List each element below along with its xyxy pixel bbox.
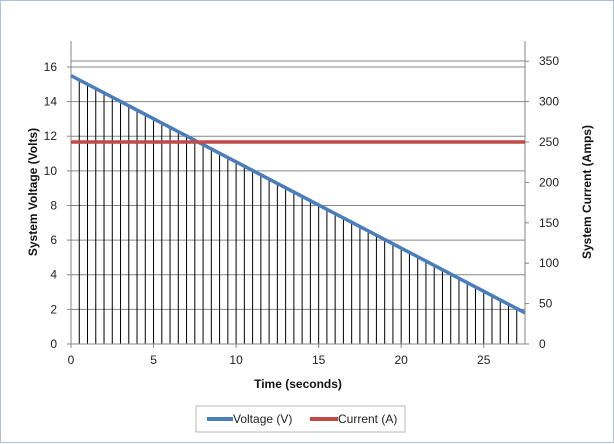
legend-current-label: Current (A): [338, 412, 397, 426]
gridlines: [71, 60, 525, 310]
y-tick-label: 10: [44, 164, 58, 178]
y2-tick-label: 250: [539, 135, 559, 149]
y2-tick-label: 350: [539, 54, 559, 68]
y-tick-label: 0: [50, 337, 57, 351]
y-tick-label: 8: [50, 198, 57, 212]
x-tick-labels: 0 5 10 15 20 25: [68, 344, 491, 367]
y-tick-label: 12: [44, 129, 58, 143]
y-axis-left-title: System Voltage (Volts): [26, 128, 40, 256]
x-tick-label: 20: [395, 353, 409, 367]
y-tick-label: 6: [50, 233, 57, 247]
y-tick-label: 2: [50, 302, 57, 316]
y-axis-right-title: System Current (Amps): [580, 125, 594, 259]
series-layer: [70, 74, 526, 315]
drop-lines: [70, 75, 526, 344]
y2-tick-label: 0: [539, 337, 546, 351]
y-tick-labels: 0 2 4 6 8 10 12 14 16: [44, 60, 71, 351]
y-tick-label: 4: [50, 268, 57, 282]
y2-tick-label: 300: [539, 95, 559, 109]
y-tick-label: 14: [44, 95, 58, 109]
axes: [70, 41, 526, 345]
y2-tick-label: 200: [539, 175, 559, 189]
legend-box: [195, 405, 406, 433]
y2-tick-label: 150: [539, 216, 559, 230]
x-tick-label: 10: [229, 353, 243, 367]
x-tick-label: 5: [150, 353, 157, 367]
x-axis-title: Time (seconds): [254, 377, 342, 391]
y2-tick-labels: 0 50 100 150 200 250 300 350: [525, 54, 559, 351]
x-tick-label: 25: [477, 353, 491, 367]
y-tick-label: 16: [44, 60, 58, 74]
legend: Voltage (V) Current (A): [195, 405, 406, 433]
x-tick-label: 0: [68, 353, 75, 367]
y2-tick-label: 50: [539, 297, 553, 311]
x-tick-label: 15: [312, 353, 326, 367]
voltage-series-line: [70, 74, 526, 315]
legend-voltage-label: Voltage (V): [233, 412, 292, 426]
y2-tick-label: 100: [539, 256, 559, 270]
